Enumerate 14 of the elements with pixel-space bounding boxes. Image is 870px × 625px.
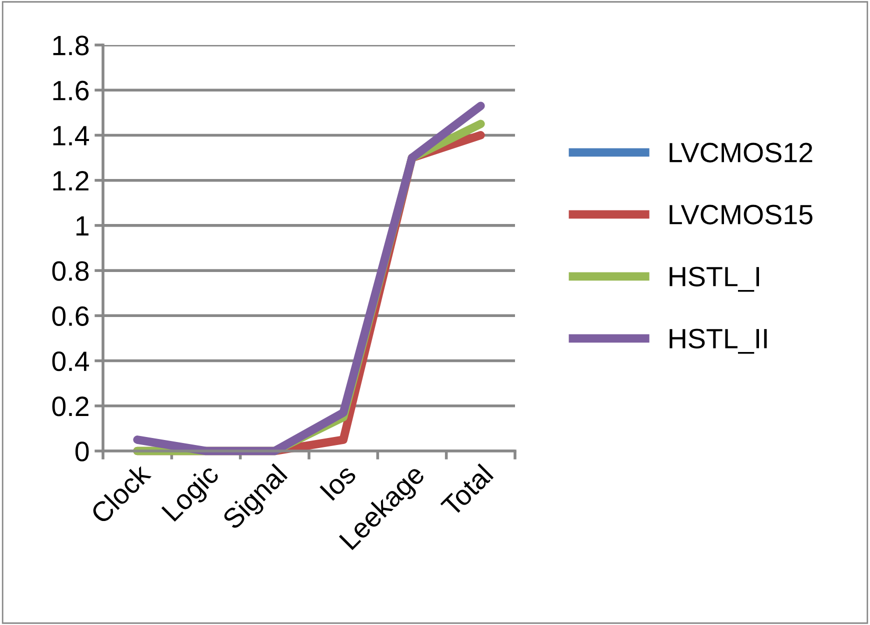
y-tick-label: 1.8 — [53, 36, 89, 56]
legend-label: HSTL_I — [670, 266, 760, 292]
y-tick-label: 0.8 — [52, 261, 89, 281]
y-tick-label: 0.6 — [52, 306, 89, 326]
y-tick-label: 1.6 — [53, 80, 89, 100]
legend-label: LVCMOS12 — [670, 142, 812, 162]
y-tick-label: 0.4 — [52, 351, 89, 372]
y-tick-label: 0.2 — [52, 396, 88, 416]
y-tick-label: 0 — [75, 442, 89, 462]
y-tick-label: 1.4 — [53, 126, 89, 146]
y-tick-label: 1 — [76, 216, 88, 236]
y-tick-label: 1.2 — [53, 171, 88, 190]
legend-label: LVCMOS15 — [670, 204, 812, 224]
legend-label: HSTL_II — [670, 328, 767, 354]
